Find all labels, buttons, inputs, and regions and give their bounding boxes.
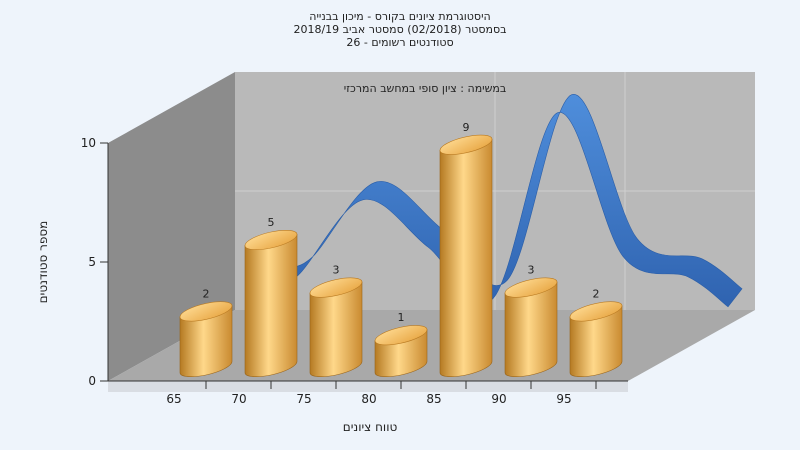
bar: 1 (374, 311, 428, 378)
title-line-3: סטודנטים רשומים - 26 (346, 36, 454, 49)
bar-body (569, 305, 623, 378)
x-tick-label: 80 (361, 392, 376, 406)
bar: 3 (504, 264, 558, 378)
x-tick-label: 95 (556, 392, 571, 406)
bar-cap (504, 277, 558, 298)
x-axis-label: טווח ציונים (343, 420, 398, 434)
bar: 2 (179, 287, 233, 378)
x-tick-label: 90 (491, 392, 506, 406)
title-line-2: בסמסטר (02/2018) סמסטר אביב 2018/19 (293, 23, 507, 36)
bar-cap (179, 301, 233, 322)
bar-cap (244, 229, 298, 251)
grid-lines (235, 72, 755, 310)
bar-cap (309, 277, 363, 298)
floor-front-edge (108, 381, 628, 392)
y-tick-label: 5 (88, 255, 96, 269)
bar-value-label: 2 (203, 287, 210, 300)
chart-annotation: במשימה : ציון סופי במחשב המרכזי (344, 82, 507, 95)
bar-body (244, 234, 298, 378)
bar: 2 (569, 287, 623, 378)
bar-cap (374, 325, 428, 346)
bar-value-label: 9 (463, 121, 470, 134)
bar-body (504, 281, 558, 378)
bar: 3 (309, 264, 363, 378)
x-tick-label: 75 (296, 392, 311, 406)
y-tick-label: 0 (88, 374, 96, 388)
y-tick-label: 10 (81, 136, 96, 150)
y-axis-ticks: 0 5 10 (81, 136, 108, 388)
x-tick-label: 70 (231, 392, 246, 406)
chart-title: היסטוגרמת ציונים בקורס - מיכון בבנייה בס… (0, 10, 800, 49)
bar-body (309, 281, 363, 378)
x-tick-label: 65 (166, 392, 181, 406)
bar: 5 (244, 216, 298, 378)
bar-value-label: 5 (268, 216, 275, 229)
title-line-1: היסטוגרמת ציונים בקורס - מיכון בבנייה (309, 10, 491, 23)
x-axis-ticks: 65 70 75 80 85 90 95 (166, 381, 597, 406)
bar-value-label: 3 (333, 264, 340, 277)
bar-value-label: 3 (528, 264, 535, 277)
y-axis-label: מספר סטודנטים (36, 221, 50, 304)
bar-cap (569, 301, 623, 322)
bar-cap (439, 134, 493, 155)
bar-value-label: 2 (593, 287, 600, 300)
bar-value-label: 1 (398, 311, 405, 324)
bars-group: 2 5 3 1 9 3 2 (179, 121, 623, 378)
x-tick-label: 85 (426, 392, 441, 406)
bar-body (439, 138, 493, 378)
bar: 9 (439, 121, 493, 378)
bar-body (179, 305, 233, 378)
